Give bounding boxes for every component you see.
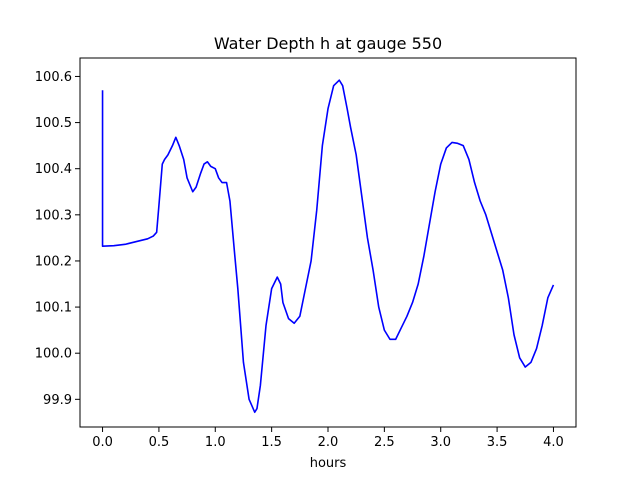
x-tick-label: 4.0 [543,435,564,450]
x-tick-label: 2.5 [374,435,395,450]
x-tick-label: 3.0 [430,435,451,450]
x-axis-label: hours [310,456,347,471]
x-tick-label: 0.5 [149,435,170,450]
y-tick-label: 100.4 [35,162,72,177]
x-tick-label: 2.0 [318,435,339,450]
x-tick-label: 1.5 [261,435,282,450]
x-tick-label: 3.5 [487,435,508,450]
plot-area: 0.0 0.5 1.0 1.5 2.0 2.5 3.0 3.5 4.0 99.9 100.0 100.… [35,57,577,450]
y-tick-label: 100.1 [35,301,72,316]
y-tick-label: 100.3 [35,208,72,223]
series-line-0 [101,79,555,414]
y-tick-label: 100.6 [35,70,72,85]
y-tick-label: 100.2 [35,254,72,269]
x-tick-label: 1.0 [205,435,226,450]
y-tick-label: 100.5 [35,116,72,131]
y-tick-label: 99.9 [43,393,72,408]
x-tick-label: 0.0 [92,435,113,450]
chart-title: Water Depth h at gauge 550 [214,34,442,53]
y-tick-label: 100.0 [35,347,72,362]
